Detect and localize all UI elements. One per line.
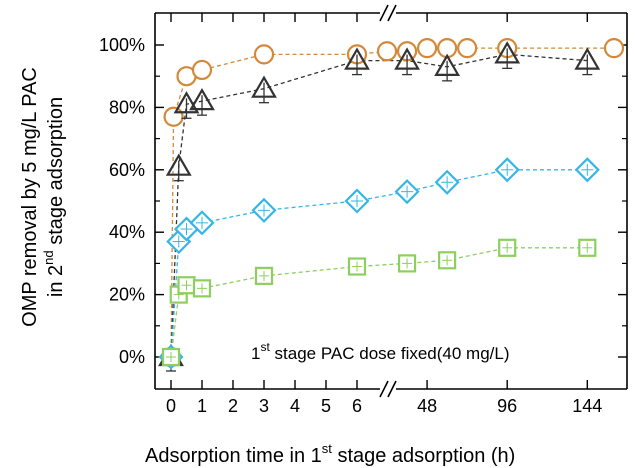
x-tick-label: 96	[497, 396, 517, 416]
tick-labels: 0% 20% 40% 60% 80% 100% 0 1 2 3 4 5 6 48 96 144	[99, 35, 602, 416]
series-line-diamond	[170, 169, 588, 358]
series-line-circle	[170, 47, 614, 358]
annotation: 1st stage PAC dose fixed(40 mg/L)	[251, 340, 510, 363]
circle-marker	[253, 44, 275, 65]
x-tick-label: 144	[572, 396, 602, 416]
circle-marker	[416, 38, 438, 59]
circle-marker	[603, 38, 625, 59]
circle-marker	[457, 38, 478, 59]
y-tick-label: 100%	[99, 35, 145, 55]
y-tick-label: 60%	[109, 160, 145, 180]
y-tick-label: 20%	[109, 285, 145, 305]
y-axis-title: OMP removal by 5 mg/L PAC in 2nd stage a…	[19, 67, 67, 327]
axis-break-mark	[387, 380, 397, 398]
y-tick-label: 80%	[109, 97, 145, 117]
circle-marker	[376, 41, 398, 62]
series-lines	[170, 47, 614, 358]
series-line-square	[170, 247, 588, 358]
circle-marker	[163, 106, 184, 127]
axes-layer	[154, 4, 628, 398]
y-tick-label: 0%	[119, 347, 145, 367]
axis-break-mark	[379, 4, 389, 22]
x-tick-label: 6	[352, 396, 362, 416]
x-axis-title: Adsorption time in 1st stage adsorption …	[145, 441, 515, 467]
x-tick-label: 2	[228, 396, 238, 416]
series-line-triangle	[170, 53, 588, 358]
y-axis-title-line2: in 2nd stage adsorption	[41, 97, 67, 297]
x-tick-label: 3	[259, 396, 269, 416]
axis-break-mark	[387, 4, 397, 22]
x-tick-label: 1	[197, 396, 207, 416]
y-axis-title-line1: OMP removal by 5 mg/L PAC	[19, 67, 41, 327]
x-tick-label: 5	[321, 396, 331, 416]
x-tick-label: 0	[166, 396, 176, 416]
axis-break-mark	[379, 380, 389, 398]
y-tick-label: 40%	[109, 222, 145, 242]
circle-marker	[191, 59, 213, 81]
x-tick-label: 48	[417, 396, 437, 416]
x-tick-label: 4	[290, 396, 300, 416]
series-markers	[158, 38, 625, 372]
